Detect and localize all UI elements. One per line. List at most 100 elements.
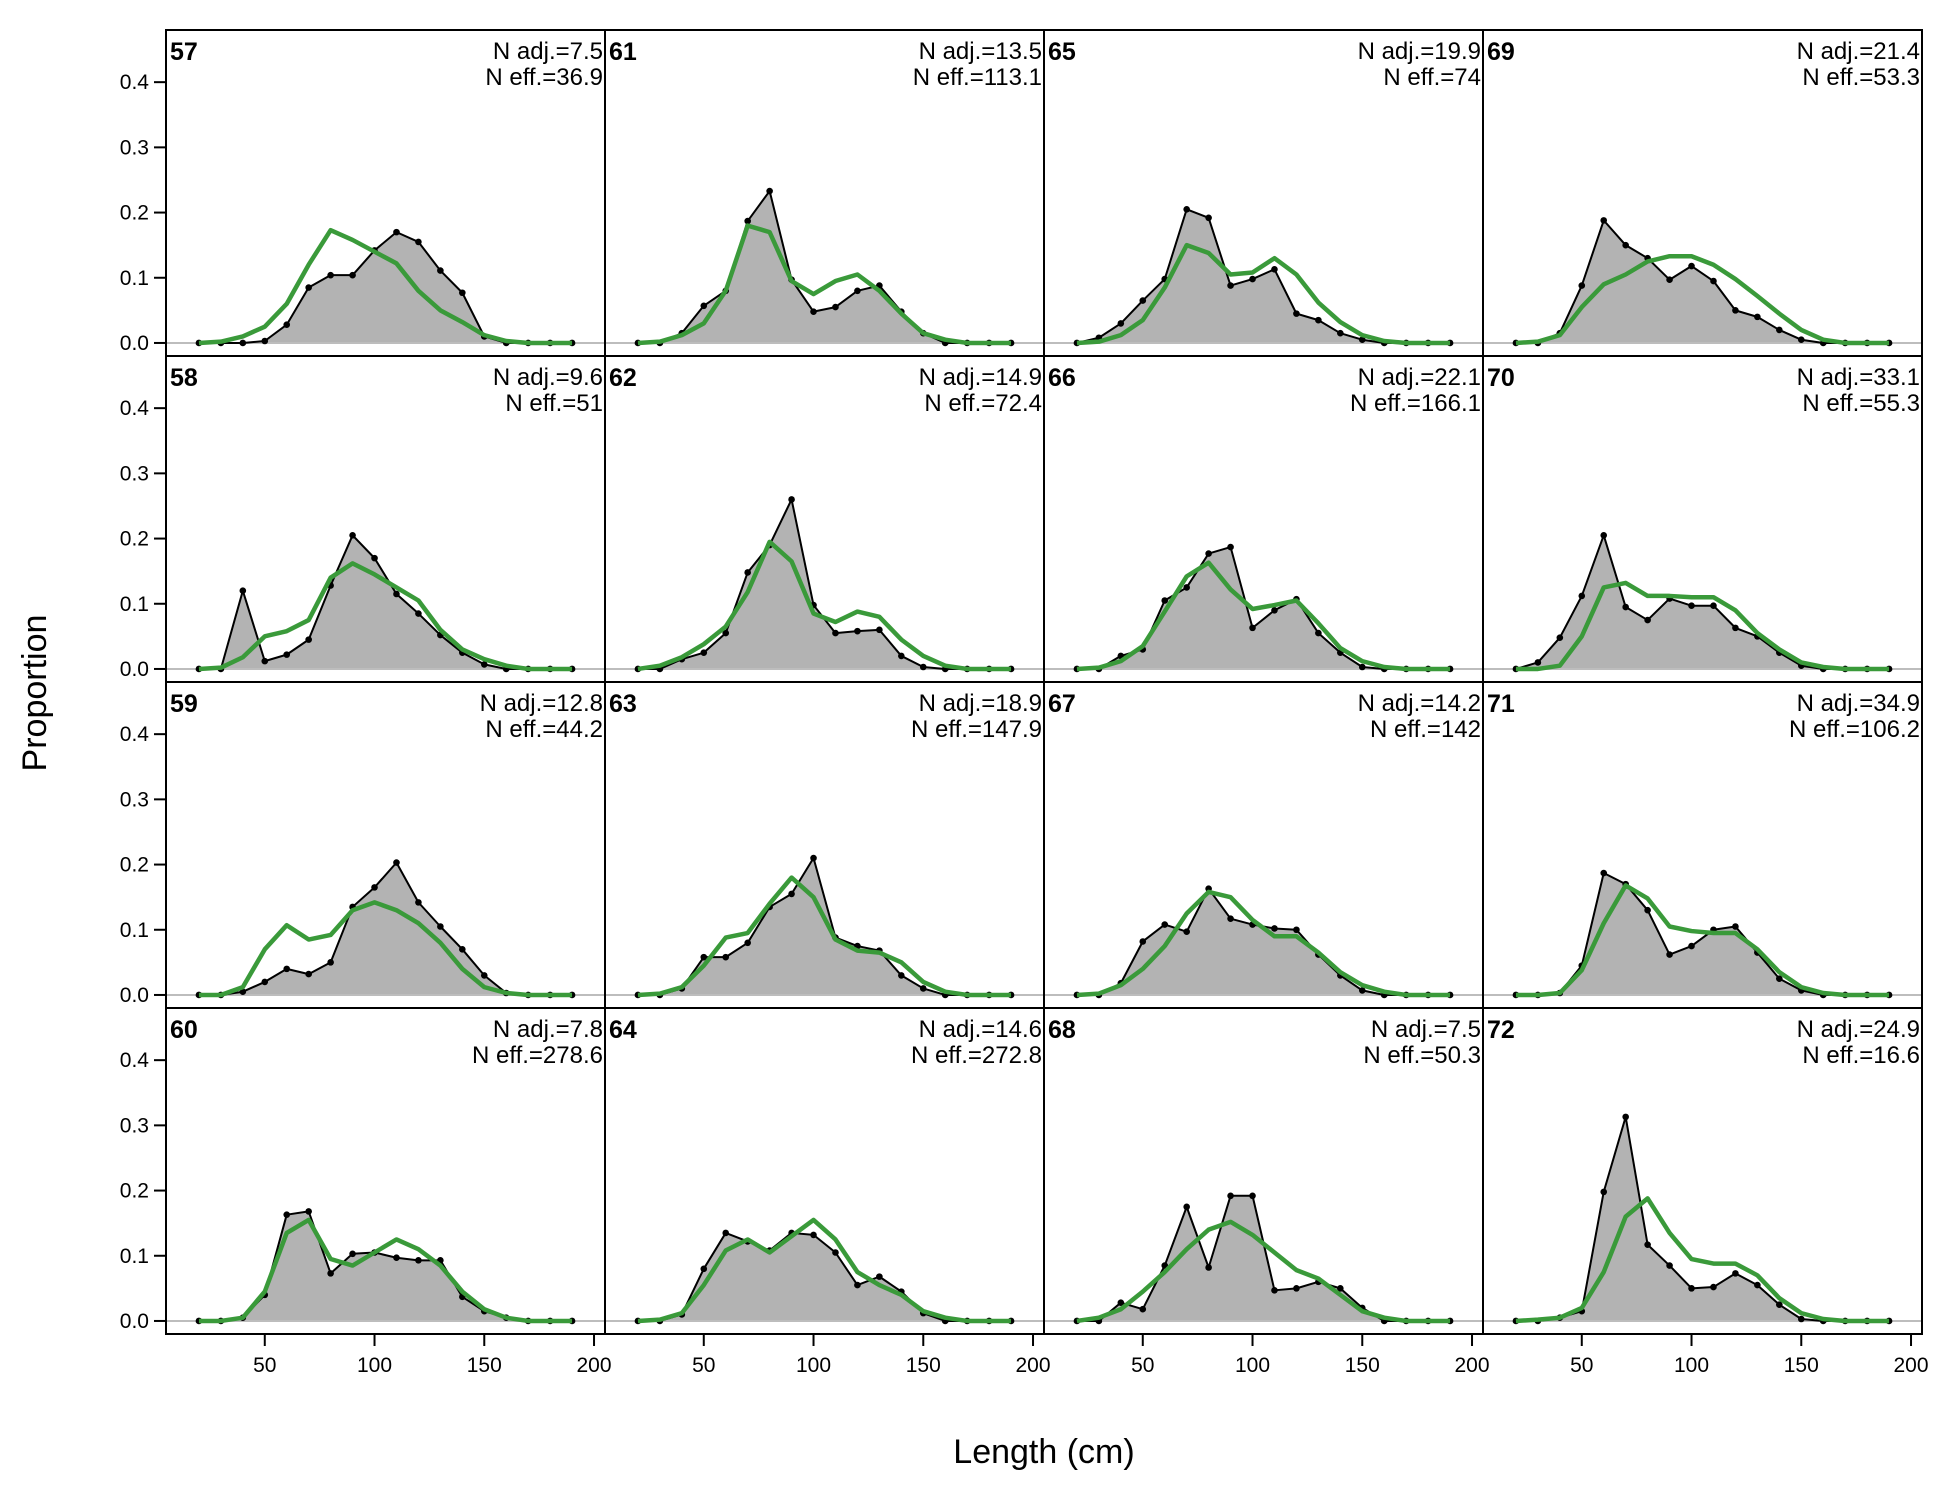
panel-n-eff: N eff.=51 [505, 390, 603, 417]
observed-point [1293, 1285, 1300, 1292]
panel-frame [1482, 1007, 1923, 1335]
observed-area [1076, 888, 1451, 995]
observed-point [1117, 1299, 1125, 1307]
observed-point [1666, 1262, 1673, 1269]
observed-point [1797, 336, 1805, 344]
panel-n-eff: N eff.=74 [1383, 64, 1481, 91]
observed-point [1688, 262, 1695, 270]
observed-point [261, 978, 269, 986]
observed-point [788, 890, 795, 898]
observed-point [722, 629, 730, 637]
x-tick-label: 150 [906, 1354, 941, 1377]
panel-label: 64 [609, 1016, 637, 1044]
observed-area [1515, 1116, 1890, 1321]
expected-line [198, 1217, 573, 1324]
observed-point [722, 953, 730, 961]
observed-point [1271, 925, 1278, 932]
observed-point [832, 303, 839, 311]
panel-64: 64 N adj.=14.6N eff.=272.8 [604, 1007, 1045, 1335]
y-tick-label: 0.3 [120, 1114, 149, 1137]
observed-point [1688, 602, 1695, 610]
observed-point [1139, 297, 1147, 304]
panel-71: 71 N adj.=34.9N eff.=106.2 [1482, 681, 1923, 1009]
observed-point [437, 923, 444, 930]
observed-point [1644, 1241, 1651, 1248]
observed-line [637, 190, 1012, 344]
panel-n-adj: N adj.=7.5 [1371, 1016, 1481, 1043]
panel-70: 70 N adj.=33.1N eff.=55.3 [1482, 355, 1923, 683]
panel-n-adj: N adj.=33.1 [1797, 364, 1920, 391]
y-tick-label: 0.3 [120, 462, 149, 485]
observed-point [700, 302, 708, 310]
observed-point [1754, 313, 1761, 321]
panel-n-eff: N eff.=113.1 [913, 64, 1042, 91]
expected-line [1076, 1219, 1451, 1324]
observed-point [1732, 923, 1739, 930]
x-tick-label: 100 [357, 1354, 392, 1377]
observed-point [1644, 906, 1651, 914]
observed-point [788, 496, 795, 503]
observed-point [1358, 336, 1366, 344]
observed-point [700, 1265, 708, 1273]
observed-point [239, 339, 247, 347]
observed-point [239, 587, 247, 595]
observed-point [1205, 214, 1212, 222]
x-axis-title: Length (cm) [953, 1433, 1134, 1471]
x-tick-label: 100 [796, 1354, 831, 1377]
panel-n-eff: N eff.=53.3 [1802, 64, 1920, 91]
observed-point [1797, 1315, 1805, 1323]
x-tick-label: 100 [1235, 1354, 1270, 1377]
panel-66: 66 N adj.=22.1N eff.=166.1 [1043, 355, 1484, 683]
observed-point [305, 970, 312, 978]
expected-line [198, 227, 573, 346]
expected-line [637, 1217, 1012, 1324]
observed-point [1315, 629, 1322, 637]
panel-label: 59 [170, 690, 198, 718]
observed-area [637, 191, 1012, 343]
panel-label: 67 [1048, 690, 1076, 718]
expected-line [1515, 580, 1890, 672]
observed-point [1578, 592, 1586, 600]
panel-60: 60 N adj.=7.8N eff.=278.6 [165, 1007, 606, 1335]
y-tick-label: 0.4 [120, 71, 150, 94]
observed-area [637, 499, 1012, 669]
observed-point [898, 652, 905, 660]
observed-point [854, 287, 861, 295]
panel-n-adj: N adj.=7.5 [493, 38, 603, 65]
observed-point [1622, 1113, 1629, 1121]
panel-label: 71 [1487, 690, 1515, 718]
observed-point [1271, 606, 1278, 614]
panel-label: 62 [609, 364, 637, 392]
observed-point [1688, 942, 1695, 950]
panel-68: 68 N adj.=7.5N eff.=50.3 [1043, 1007, 1484, 1335]
panel-label: 68 [1048, 1016, 1076, 1044]
panel-n-adj: N adj.=21.4 [1797, 38, 1920, 65]
panel-n-eff: N eff.=55.3 [1802, 390, 1920, 417]
y-tick-label: 0.2 [120, 528, 149, 551]
x-tick-label: 200 [1894, 1354, 1929, 1377]
panel-n-eff: N eff.=50.3 [1363, 1042, 1481, 1069]
panel-label: 72 [1487, 1016, 1515, 1044]
panel-grid: 57 N adj.=7.5N eff.=36.958 N adj.=9.6N eff… [165, 29, 1923, 1335]
observed-point [1205, 1264, 1212, 1271]
panel-n-adj: N adj.=24.9 [1797, 1016, 1920, 1043]
observed-area [1515, 873, 1890, 995]
observed-point [1183, 206, 1190, 213]
observed-point [371, 554, 378, 562]
panel-n-adj: N adj.=9.6 [493, 364, 603, 391]
observed-point [1710, 1283, 1717, 1291]
observed-point [1161, 597, 1169, 604]
panel-n-eff: N eff.=16.6 [1802, 1042, 1920, 1069]
panel-label: 63 [609, 690, 637, 718]
observed-point [1161, 921, 1169, 928]
y-tick-label: 0.2 [120, 1180, 149, 1203]
observed-area [198, 535, 573, 669]
y-tick-label: 0.2 [120, 202, 149, 225]
x-tick-label: 50 [253, 1354, 276, 1377]
observed-point [1358, 987, 1366, 994]
panel-n-eff: N eff.=166.1 [1350, 390, 1481, 417]
panel-n-eff: N eff.=44.2 [485, 716, 603, 743]
observed-point [744, 217, 751, 225]
observed-line [637, 1231, 1012, 1322]
y-axis-title: Proportion [16, 615, 54, 772]
